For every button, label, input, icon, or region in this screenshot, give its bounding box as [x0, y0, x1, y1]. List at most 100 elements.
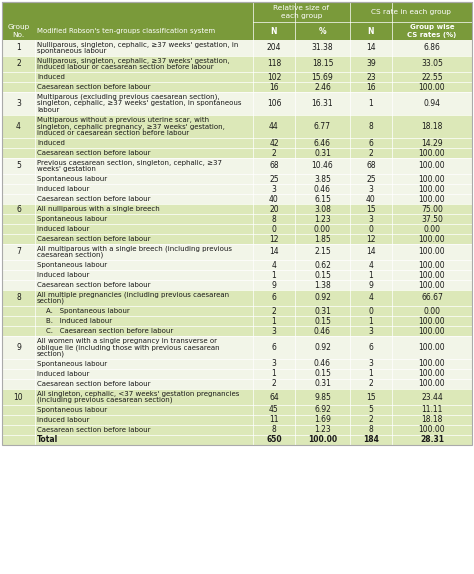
- Text: Group
No.: Group No.: [8, 24, 29, 38]
- Text: Spontaneous labour: Spontaneous labour: [37, 216, 107, 222]
- Text: 25: 25: [366, 174, 376, 184]
- Text: 64: 64: [269, 393, 279, 401]
- Text: 100.00: 100.00: [419, 184, 445, 193]
- Bar: [2, 316, 472, 326]
- Text: 31.38: 31.38: [312, 44, 333, 52]
- Text: 12: 12: [366, 235, 376, 243]
- Text: 3: 3: [16, 99, 21, 108]
- Bar: [2, 425, 472, 435]
- Text: 5: 5: [369, 405, 374, 414]
- Text: 0: 0: [369, 224, 374, 234]
- Text: 4: 4: [369, 293, 374, 302]
- Bar: [2, 326, 472, 336]
- Text: 42: 42: [269, 138, 279, 148]
- Text: 11.11: 11.11: [421, 405, 443, 414]
- Text: Caesarean section before labour: Caesarean section before labour: [37, 427, 151, 433]
- Text: 9: 9: [16, 343, 21, 352]
- Text: C.   Caesarean section before labour: C. Caesarean section before labour: [37, 328, 173, 334]
- Text: 6.86: 6.86: [424, 44, 440, 52]
- Text: 0.00: 0.00: [423, 307, 440, 316]
- Text: Induced labour: Induced labour: [37, 226, 90, 232]
- Bar: [2, 148, 472, 158]
- Text: Multiparous without a previous uterine scar, with: Multiparous without a previous uterine s…: [37, 117, 209, 123]
- Text: 40: 40: [269, 195, 279, 204]
- Text: All singleton, cephalic, <37 weeks' gestation pregnancies: All singleton, cephalic, <37 weeks' gest…: [37, 391, 239, 397]
- Text: 44: 44: [269, 122, 279, 131]
- Text: 3.85: 3.85: [314, 174, 331, 184]
- Text: 100.00: 100.00: [419, 235, 445, 243]
- Text: 8: 8: [272, 215, 276, 223]
- Bar: [2, 158, 472, 174]
- Text: 75.00: 75.00: [421, 204, 443, 214]
- Text: 2.15: 2.15: [314, 247, 331, 257]
- Text: 6.46: 6.46: [314, 138, 331, 148]
- Text: 102: 102: [267, 72, 281, 82]
- Bar: [2, 290, 472, 306]
- Text: 100.00: 100.00: [419, 174, 445, 184]
- Text: 18.15: 18.15: [312, 60, 333, 68]
- Text: 1: 1: [16, 44, 21, 52]
- Text: Previous caesarean section, singleton, cephalic, ≥37: Previous caesarean section, singleton, c…: [37, 160, 222, 166]
- Text: 184: 184: [363, 436, 379, 444]
- Text: singleton, cephalic, ≥37 weeks' gestation, in spontaneous: singleton, cephalic, ≥37 weeks' gestatio…: [37, 100, 241, 107]
- Text: 4: 4: [369, 261, 374, 270]
- Bar: [2, 72, 472, 82]
- Text: section): section): [37, 351, 65, 358]
- Text: 100.00: 100.00: [419, 149, 445, 157]
- Text: 1: 1: [272, 370, 276, 378]
- Text: 100.00: 100.00: [419, 161, 445, 170]
- Bar: [2, 2, 472, 40]
- Text: 100.00: 100.00: [419, 327, 445, 335]
- Text: 1.23: 1.23: [314, 425, 331, 435]
- Text: 16: 16: [269, 83, 279, 91]
- Text: 23.44: 23.44: [421, 393, 443, 401]
- Text: Spontaneous labour: Spontaneous labour: [37, 361, 107, 367]
- Text: Caesarean section before labour: Caesarean section before labour: [37, 150, 151, 156]
- Text: 100.00: 100.00: [419, 316, 445, 325]
- Text: 100.00: 100.00: [419, 379, 445, 389]
- Text: 0.46: 0.46: [314, 327, 331, 335]
- Text: 3.08: 3.08: [314, 204, 331, 214]
- Text: 18.18: 18.18: [421, 416, 443, 425]
- Text: 4: 4: [16, 122, 21, 131]
- Text: 650: 650: [266, 436, 282, 444]
- Bar: [2, 270, 472, 280]
- Text: 100.00: 100.00: [419, 359, 445, 369]
- Text: 1: 1: [369, 370, 374, 378]
- Text: labour: labour: [37, 107, 59, 113]
- Text: 1: 1: [272, 270, 276, 280]
- Text: 6: 6: [272, 343, 276, 352]
- Text: 10: 10: [14, 393, 23, 401]
- Text: N: N: [271, 26, 277, 36]
- Text: 100.00: 100.00: [419, 343, 445, 352]
- Text: 9: 9: [369, 281, 374, 289]
- Text: induced or caesarean section before labour: induced or caesarean section before labo…: [37, 130, 189, 136]
- Text: 0.92: 0.92: [314, 343, 331, 352]
- Text: 8: 8: [369, 425, 374, 435]
- Text: Multiparous (excluding previous caesarean section),: Multiparous (excluding previous caesarea…: [37, 94, 219, 100]
- Text: B.   Induced labour: B. Induced labour: [37, 318, 112, 324]
- Text: 1: 1: [272, 316, 276, 325]
- Text: 3: 3: [272, 327, 276, 335]
- Text: 2: 2: [369, 416, 374, 425]
- Text: 6: 6: [369, 343, 374, 352]
- Text: Induced labour: Induced labour: [37, 272, 90, 278]
- Text: 2: 2: [272, 379, 276, 389]
- Bar: [2, 389, 472, 405]
- Text: Induced: Induced: [37, 74, 65, 80]
- Text: Induced labour: Induced labour: [37, 186, 90, 192]
- Text: 9.85: 9.85: [314, 393, 331, 401]
- Text: 15: 15: [366, 204, 376, 214]
- Text: 1: 1: [369, 270, 374, 280]
- Text: 20: 20: [269, 204, 279, 214]
- Text: 3: 3: [369, 184, 374, 193]
- Bar: [2, 369, 472, 379]
- Text: 2: 2: [369, 149, 374, 157]
- Text: Caesarean section before labour: Caesarean section before labour: [37, 381, 151, 387]
- Bar: [2, 92, 472, 115]
- Text: 14: 14: [366, 44, 376, 52]
- Text: 3: 3: [369, 327, 374, 335]
- Text: 3: 3: [369, 215, 374, 223]
- Text: All multiparous with a single breech (including previous: All multiparous with a single breech (in…: [37, 246, 232, 252]
- Text: Nulliparous, singleton, cephalic, ≥37 weeks' gestation, in: Nulliparous, singleton, cephalic, ≥37 we…: [37, 42, 238, 48]
